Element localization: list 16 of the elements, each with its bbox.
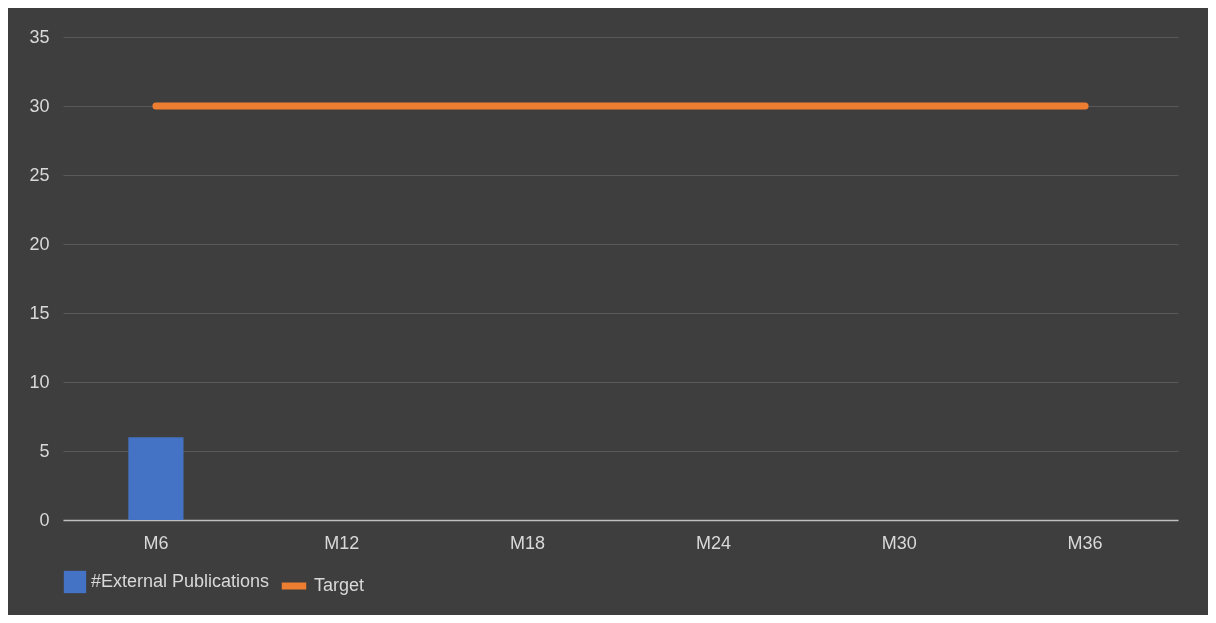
legend-label: Target xyxy=(314,575,365,595)
y-tick-label: 20 xyxy=(29,233,50,254)
legend-label: #External Publications xyxy=(91,571,270,591)
x-tick-label: M18 xyxy=(510,532,546,553)
y-tick-label: 5 xyxy=(39,440,50,461)
x-tick-label: M6 xyxy=(143,532,169,553)
x-tick-label: M12 xyxy=(324,532,360,553)
y-tick-label: 15 xyxy=(29,302,50,323)
y-tick-label: 35 xyxy=(29,26,50,47)
y-tick-label: 0 xyxy=(39,509,50,530)
x-tick-label: M30 xyxy=(881,532,917,553)
y-tick-label: 30 xyxy=(29,95,50,116)
y-tick-label: 10 xyxy=(29,371,50,392)
y-tick-label: 25 xyxy=(29,164,50,185)
x-tick-label: M36 xyxy=(1067,532,1103,553)
x-tick-label: M24 xyxy=(695,532,731,553)
